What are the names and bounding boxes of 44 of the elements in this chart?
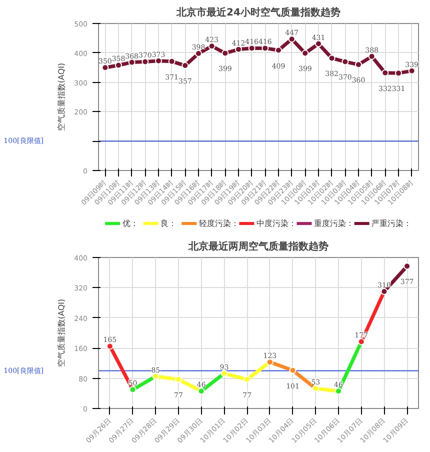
- point: [312, 385, 320, 392]
- point: [235, 46, 242, 53]
- point: [315, 40, 322, 48]
- point: [382, 69, 389, 76]
- point: [168, 58, 176, 65]
- point: [302, 50, 309, 57]
- point: [222, 50, 229, 57]
- point: [128, 58, 136, 66]
- point: [198, 388, 205, 395]
- y-axis-title: 空气质量指数(AQI): [57, 298, 66, 368]
- legend-label: 良：: [160, 219, 177, 228]
- point: [289, 366, 296, 374]
- point: [102, 64, 109, 72]
- chart-title: 北京最近两周空气质量指数趋势: [188, 240, 328, 252]
- point: [106, 342, 114, 350]
- point: [155, 57, 162, 64]
- point: [335, 388, 342, 395]
- point: [355, 61, 362, 68]
- point: [395, 70, 402, 77]
- y-axis-title: 空气质量指数(AQI): [57, 62, 66, 132]
- legend-label: 中度污染：: [256, 219, 296, 228]
- legend-label: 优：: [122, 219, 138, 228]
- point: [115, 62, 122, 69]
- point: [404, 262, 411, 270]
- point: [208, 42, 216, 50]
- legend-label: 轻度污染：: [198, 219, 239, 228]
- point: [342, 58, 349, 66]
- point: [182, 62, 189, 70]
- point: [275, 46, 282, 54]
- point: [195, 50, 202, 57]
- point: [262, 44, 269, 52]
- point: [129, 386, 136, 394]
- point: [142, 58, 149, 66]
- legend-label: 重度污染：: [314, 219, 354, 228]
- point: [368, 52, 376, 60]
- point: [358, 338, 365, 346]
- legend-label: 严重污染：: [372, 219, 412, 228]
- chart-title: 北京市最近24小时空气质量指数趋势: [176, 6, 340, 18]
- point: [248, 44, 256, 52]
- point: [288, 36, 296, 43]
- point: [408, 67, 416, 74]
- point: [266, 358, 274, 366]
- point: [380, 288, 388, 295]
- point: [328, 54, 336, 62]
